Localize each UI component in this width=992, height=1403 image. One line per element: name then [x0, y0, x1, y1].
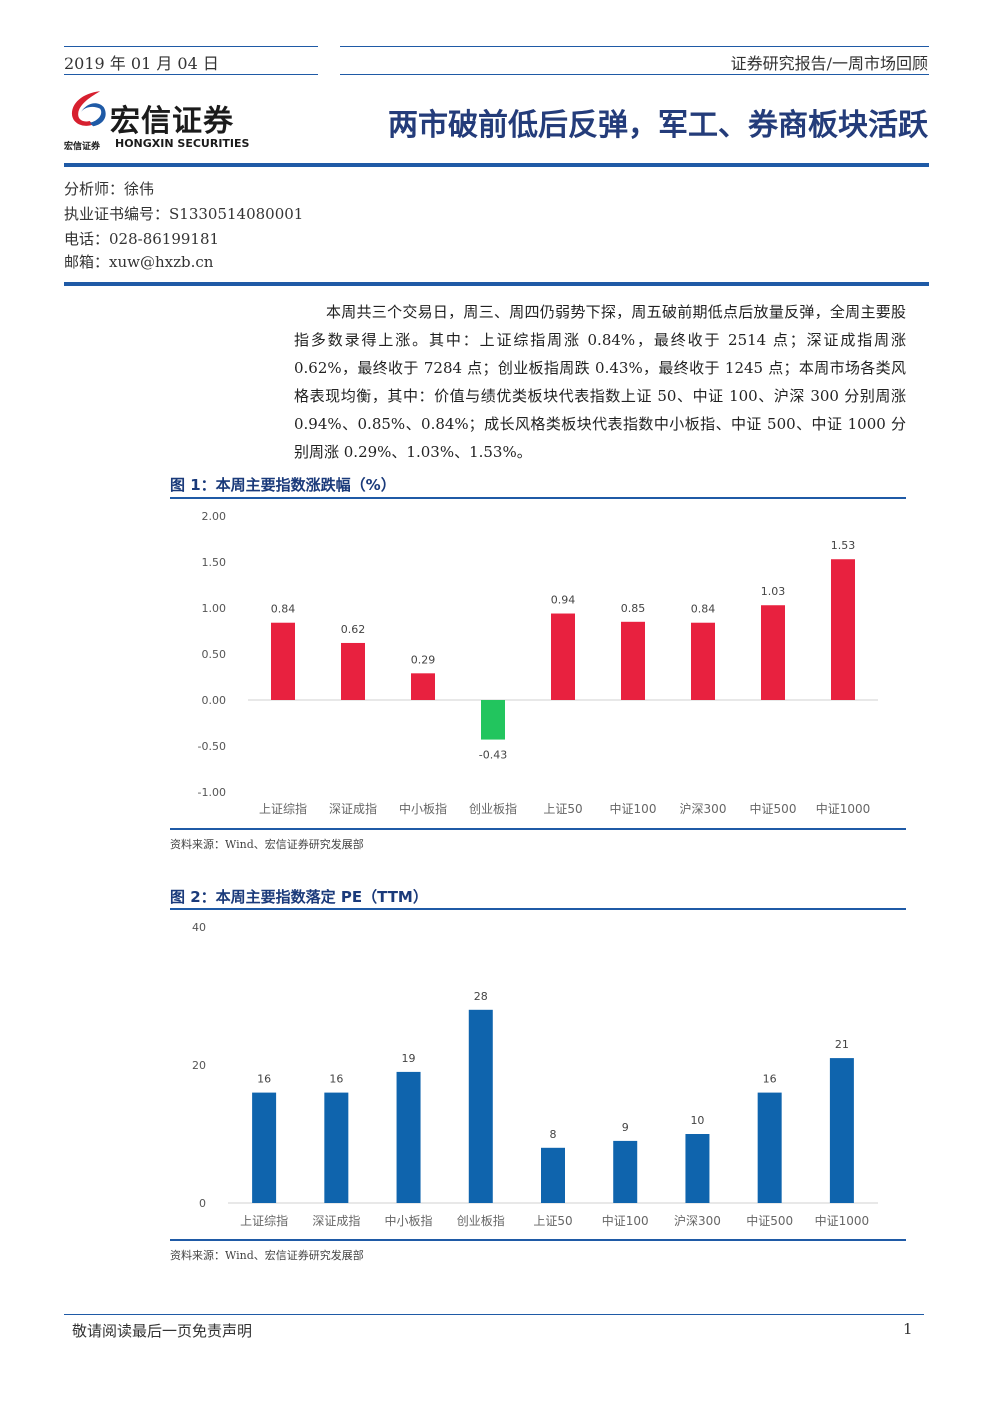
analyst-name: 分析师：徐伟 — [64, 180, 155, 198]
y-tick-label: 0.00 — [202, 694, 227, 707]
bar — [691, 622, 715, 700]
figure1-source: 资料来源：Wind、宏信证券研究发展部 — [170, 838, 364, 851]
data-label: 0.84 — [271, 603, 296, 616]
figure2-top-rule — [170, 908, 906, 910]
analyst-email[interactable]: 邮箱：xuw@hxzb.cn — [64, 253, 214, 271]
data-label: 1.03 — [761, 585, 786, 598]
report-date: 2019 年 01 月 04 日 — [64, 54, 219, 73]
data-label: 21 — [835, 1038, 849, 1051]
bar — [468, 1009, 493, 1203]
figure2-bottom-rule — [170, 1239, 906, 1241]
data-label: 16 — [329, 1073, 343, 1086]
data-label: 0.85 — [621, 602, 646, 615]
hongxin-logo-icon — [71, 91, 106, 127]
header-rule — [64, 46, 318, 47]
data-label: 16 — [257, 1073, 271, 1086]
logo-small-cn: 宏信证券 — [64, 142, 101, 152]
category-label: 中证500 — [746, 1213, 793, 1228]
category-label: 中证1000 — [815, 1213, 870, 1228]
header-rule — [340, 46, 929, 47]
data-label: 0.94 — [551, 594, 576, 607]
footer-rule — [64, 1314, 924, 1315]
category-label: 上证50 — [543, 802, 582, 816]
category-label: 中证100 — [602, 1213, 649, 1228]
bar — [341, 642, 365, 700]
figure2-chart: 40 20 0 16 上证综指 16 深证成指 19 中小板指 28 创业板指 8 上证50 9 中证100… — [192, 921, 878, 1228]
data-label: 0.62 — [341, 623, 366, 636]
logo-name-en: HONGXIN SECURITIES — [115, 137, 250, 150]
category-label: 上证50 — [533, 1214, 572, 1228]
figure1-chart: 2.00 1.50 1.00 0.50 0.00 -0.50 -1.00 0.84 上证综指 0.… — [198, 510, 878, 816]
y-tick-label: -0.50 — [198, 740, 226, 753]
data-label: 10 — [690, 1114, 704, 1127]
y-tick-label: 1.00 — [202, 602, 227, 615]
bar — [829, 1058, 854, 1203]
data-label: 8 — [550, 1128, 557, 1141]
bar — [831, 559, 855, 700]
summary-paragraph: 本周共三个交易日，周三、周四仍弱势下探，周五破前期低点后放量反弹，全周主要股指多… — [294, 303, 906, 461]
header-rule — [64, 74, 318, 75]
data-label: 16 — [763, 1073, 777, 1086]
data-label: 28 — [474, 990, 488, 1003]
y-tick-label: -1.00 — [198, 786, 226, 799]
bar — [613, 1140, 638, 1203]
data-label: 0.84 — [691, 603, 716, 616]
info-divider — [64, 282, 929, 286]
category-label: 中证1000 — [816, 801, 871, 816]
y-tick-label: 0 — [199, 1197, 206, 1210]
bar — [271, 622, 295, 700]
bar — [411, 673, 435, 700]
bar — [252, 1092, 277, 1203]
figure1-bottom-rule — [170, 828, 906, 830]
bar — [685, 1134, 710, 1203]
category-label: 中小板指 — [385, 1213, 433, 1228]
y-tick-label: 0.50 — [202, 648, 227, 661]
y-tick-label: 40 — [192, 921, 206, 934]
category-label: 上证综指 — [259, 801, 307, 816]
page-number: 1 — [903, 1320, 913, 1338]
data-label: 9 — [622, 1121, 629, 1134]
figure2-title: 图 2：本周主要指数落定 PE（TTM） — [170, 888, 428, 906]
y-tick-label: 1.50 — [202, 556, 227, 569]
bar — [324, 1092, 349, 1203]
bar — [481, 700, 505, 740]
analyst-cert: 执业证书编号：S1330514080001 — [64, 205, 304, 223]
figure1-top-rule — [170, 497, 906, 499]
data-label: 1.53 — [831, 539, 856, 552]
category-label: 中证500 — [750, 801, 797, 816]
bar — [757, 1092, 782, 1203]
data-label: 0.29 — [411, 653, 436, 666]
bar — [551, 613, 575, 700]
y-tick-label: 20 — [192, 1059, 206, 1072]
bar — [396, 1071, 421, 1203]
y-tick-label: 2.00 — [202, 510, 227, 523]
category-label: 深证成指 — [312, 1213, 360, 1228]
category-label: 上证综指 — [240, 1213, 288, 1228]
category-label: 沪深300 — [674, 1214, 721, 1228]
figure1-title: 图 1：本周主要指数涨跌幅（%） — [170, 476, 396, 494]
bar — [541, 1147, 565, 1203]
category-label: 沪深300 — [680, 802, 727, 816]
category-label: 中小板指 — [399, 801, 447, 816]
report-title: 两市破前低后反弹，军工、券商板块活跃 — [388, 108, 928, 143]
data-label: 19 — [402, 1052, 416, 1065]
category-label: 深证成指 — [329, 801, 377, 816]
category-label: 创业板指 — [469, 801, 517, 816]
bar — [761, 605, 785, 700]
footer-disclaimer[interactable]: 敬请阅读最后一页免责声明 — [72, 1322, 253, 1340]
analyst-phone: 电话：028-86199181 — [64, 230, 220, 248]
logo-name-cn: 宏信证券 — [110, 104, 234, 139]
report-type: 证券研究报告/一周市场回顾 — [730, 54, 928, 73]
bar — [621, 621, 645, 700]
category-label: 中证100 — [610, 801, 657, 816]
header-rule — [340, 74, 929, 75]
title-divider — [64, 163, 929, 167]
figure2-source: 资料来源：Wind、宏信证券研究发展部 — [170, 1249, 364, 1262]
category-label: 创业板指 — [457, 1213, 505, 1228]
data-label: -0.43 — [479, 749, 507, 762]
